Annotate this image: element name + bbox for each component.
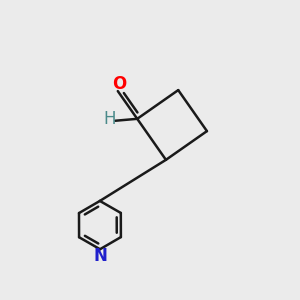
Text: H: H [104,110,116,128]
Text: O: O [112,75,126,93]
Text: N: N [93,247,107,265]
